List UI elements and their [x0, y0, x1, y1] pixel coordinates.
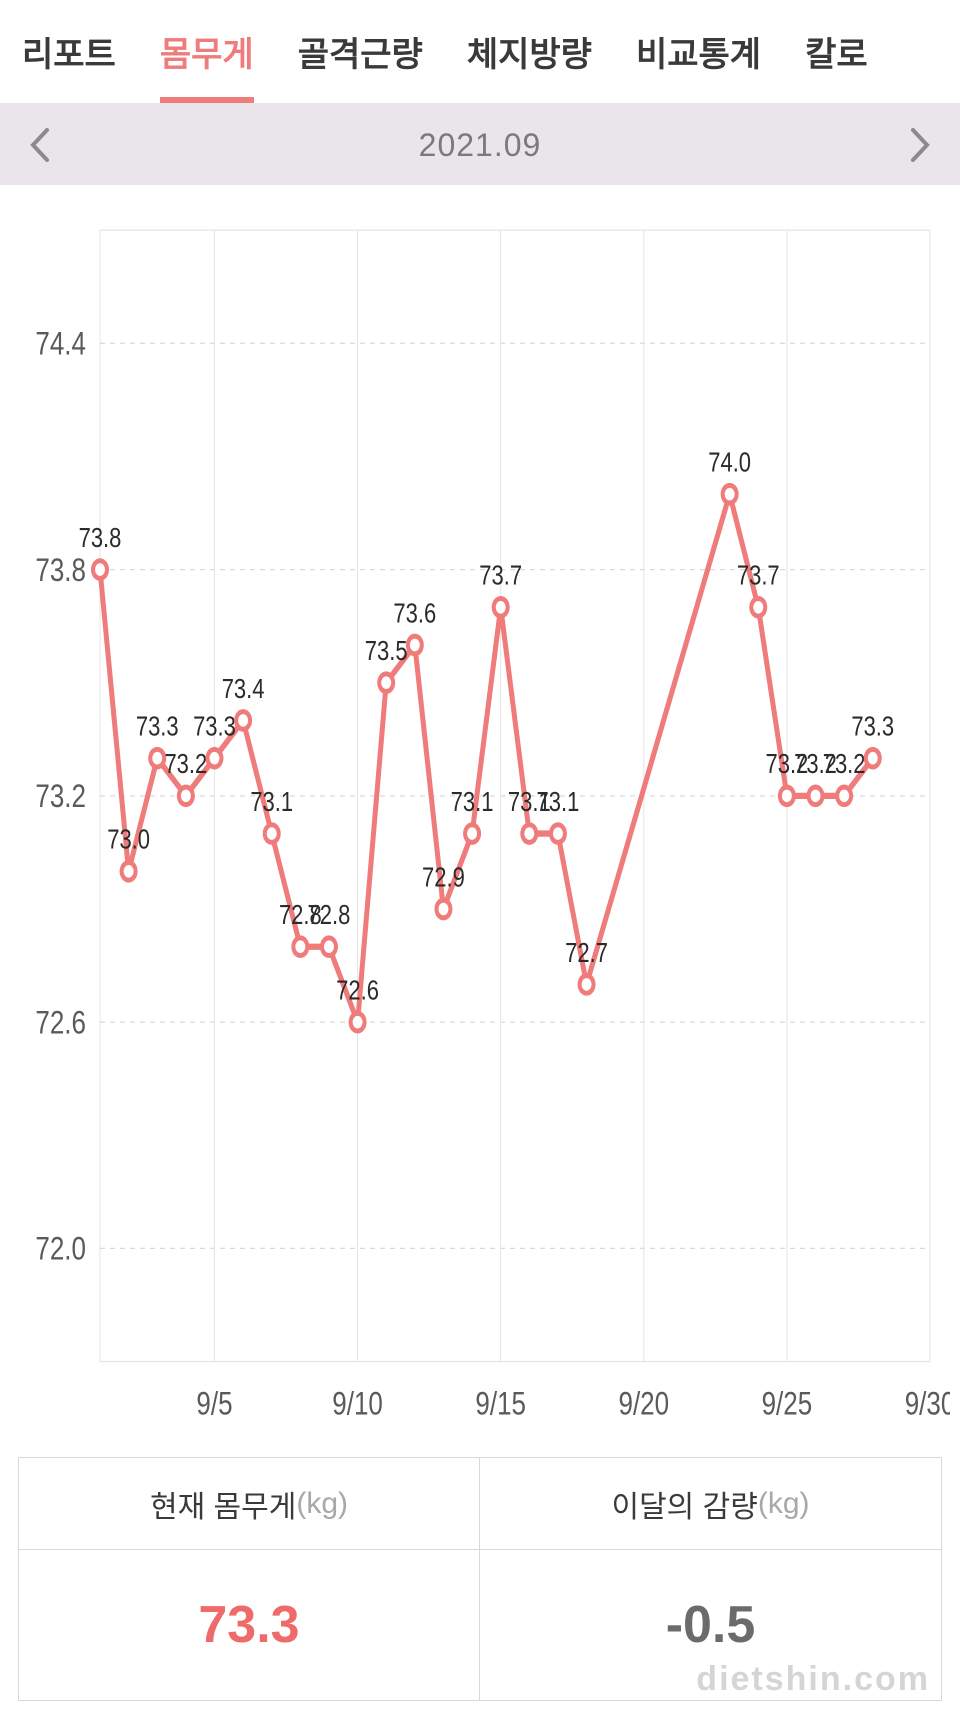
svg-text:73.8: 73.8 — [79, 523, 122, 554]
svg-text:74.0: 74.0 — [708, 447, 751, 478]
svg-text:74.4: 74.4 — [35, 326, 86, 363]
chevron-left-icon — [29, 128, 51, 162]
tab-0[interactable]: 리포트 — [0, 0, 138, 103]
weight-chart-svg: 72.0 72.6 73.2 73.8 74.4 9/5 9/10 9/15 9/20 9/25 9… — [10, 205, 950, 1437]
next-month-button[interactable] — [900, 125, 940, 165]
svg-text:73.5: 73.5 — [365, 636, 408, 667]
svg-text:73.0: 73.0 — [107, 824, 150, 855]
weight-chart: 72.0 72.6 73.2 73.8 74.4 9/5 9/10 9/15 9/20 9/25 9… — [0, 185, 960, 1447]
svg-text:72.8: 72.8 — [308, 900, 351, 931]
current-weight-card: 현재 몸무게(kg) 73.3 — [18, 1457, 480, 1701]
tab-1[interactable]: 몸무게 — [138, 0, 276, 103]
svg-text:73.3: 73.3 — [136, 711, 179, 742]
svg-text:9/30: 9/30 — [905, 1386, 950, 1423]
month-loss-title: 이달의 감량(kg) — [480, 1458, 941, 1550]
tab-bar: 리포트몸무게골격근량체지방량비교통계칼로 — [0, 0, 960, 105]
svg-text:72.9: 72.9 — [422, 862, 465, 893]
current-weight-value: 73.3 — [19, 1550, 479, 1700]
summary-row: 현재 몸무게(kg) 73.3 이달의 감량(kg) -0.5 dietshin… — [0, 1447, 960, 1729]
chevron-right-icon — [909, 128, 931, 162]
tab-3[interactable]: 체지방량 — [445, 0, 614, 103]
svg-text:73.3: 73.3 — [851, 711, 894, 742]
current-weight-unit: (kg) — [296, 1487, 348, 1521]
svg-text:9/10: 9/10 — [332, 1386, 383, 1423]
svg-text:9/25: 9/25 — [762, 1386, 813, 1423]
svg-text:73.7: 73.7 — [737, 560, 780, 591]
month-loss-unit: (kg) — [758, 1487, 810, 1521]
date-label: 2021.09 — [419, 127, 542, 164]
current-weight-title-text: 현재 몸무게 — [150, 1482, 296, 1526]
svg-text:72.6: 72.6 — [336, 975, 379, 1006]
tab-4[interactable]: 비교통계 — [614, 0, 783, 103]
svg-text:73.8: 73.8 — [35, 552, 86, 589]
month-loss-value: -0.5 — [480, 1550, 941, 1700]
svg-text:72.7: 72.7 — [565, 937, 608, 968]
svg-text:72.0: 72.0 — [35, 1231, 86, 1268]
svg-text:9/15: 9/15 — [475, 1386, 526, 1423]
svg-text:73.1: 73.1 — [250, 787, 293, 818]
tab-2[interactable]: 골격근량 — [276, 0, 445, 103]
svg-text:73.7: 73.7 — [479, 560, 522, 591]
tab-5[interactable]: 칼로 — [783, 0, 890, 103]
month-loss-title-text: 이달의 감량 — [611, 1482, 757, 1526]
svg-text:73.2: 73.2 — [164, 749, 207, 780]
svg-text:73.1: 73.1 — [537, 787, 580, 818]
svg-text:73.1: 73.1 — [451, 787, 494, 818]
svg-text:9/5: 9/5 — [196, 1386, 232, 1423]
svg-text:73.6: 73.6 — [393, 598, 436, 629]
svg-text:9/20: 9/20 — [619, 1386, 670, 1423]
svg-text:72.6: 72.6 — [35, 1005, 86, 1042]
svg-text:73.4: 73.4 — [222, 673, 265, 704]
svg-text:73.2: 73.2 — [823, 749, 866, 780]
month-loss-card: 이달의 감량(kg) -0.5 — [480, 1457, 942, 1701]
current-weight-title: 현재 몸무게(kg) — [19, 1458, 479, 1550]
prev-month-button[interactable] — [20, 125, 60, 165]
svg-text:73.2: 73.2 — [35, 778, 86, 815]
svg-text:73.3: 73.3 — [193, 711, 236, 742]
date-nav: 2021.09 — [0, 105, 960, 185]
